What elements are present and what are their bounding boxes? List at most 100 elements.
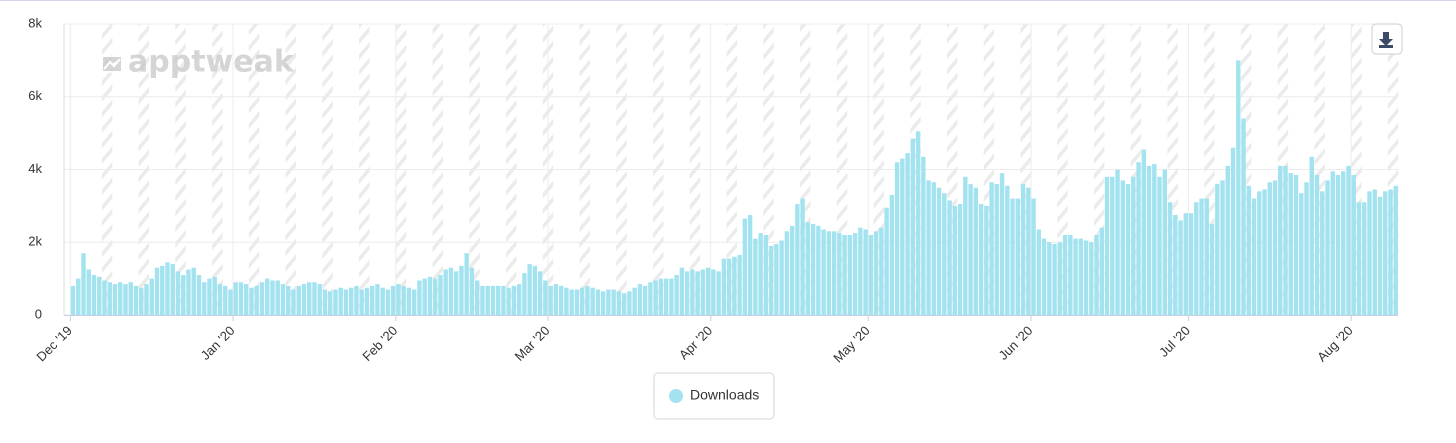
bar [585,285,590,315]
bar [910,138,916,315]
bar [616,291,622,315]
y-tick-label: 4k [28,161,42,176]
bar [202,282,207,315]
bar [1141,149,1147,315]
bar [443,269,448,315]
bar [474,280,480,315]
bar [553,284,559,315]
bar [149,278,154,315]
bar [291,289,296,315]
download-icon[interactable] [1379,32,1393,46]
bar [695,271,700,315]
bar [637,284,643,315]
bar [679,267,685,315]
bar [301,284,307,315]
bar [154,267,160,315]
bar [537,271,543,315]
bar [1083,240,1089,315]
bar [1267,182,1272,315]
bar [837,233,842,315]
legend-label[interactable]: Downloads [690,387,759,403]
bar [1272,180,1278,315]
bar [742,218,748,315]
bar [1241,118,1246,315]
bar [658,278,664,315]
bar [726,258,732,315]
bar [1188,213,1194,315]
bar [506,287,511,315]
bar [1068,234,1073,315]
bar [317,284,322,315]
bar [889,194,895,315]
bar [1314,174,1320,315]
bar [574,289,580,315]
bar [1089,242,1094,315]
bar [76,278,81,315]
bar [532,265,538,315]
bar [894,162,900,315]
bar [1146,165,1152,315]
bar [1257,191,1262,315]
bar [1309,156,1314,315]
bar [369,285,375,315]
bar [348,287,354,315]
bar [1099,227,1105,315]
bar [165,262,170,315]
bar [422,278,427,315]
bar [826,231,832,315]
legend-marker [669,389,683,403]
bar [1005,185,1010,315]
bar [900,158,905,315]
bar [1346,165,1351,315]
bar [144,284,149,315]
bar [333,289,338,315]
bar [606,289,611,315]
bar [107,282,112,315]
x-tick-label: May '20 [830,323,873,366]
bar [705,267,711,315]
bar [1078,238,1084,315]
bar [1393,185,1398,315]
bar [270,280,275,315]
bar [238,282,244,315]
bar [97,276,102,315]
bar [873,231,879,315]
bar [112,284,118,315]
bar [931,182,937,315]
bar [1041,238,1047,315]
bar [196,274,202,315]
bar [1125,184,1131,315]
bar [417,280,422,315]
bar [564,287,569,315]
bar [191,267,196,315]
bar [1199,198,1204,315]
bar [805,222,811,315]
bar [249,287,254,315]
bar [984,205,989,315]
bar [1052,244,1057,315]
bar [926,180,931,315]
watermark-logo [101,55,123,73]
bar [1351,174,1356,315]
download-icon-base[interactable] [1379,45,1393,48]
bar [364,287,370,315]
bar [753,238,758,315]
bar [259,282,265,315]
bar [133,285,139,315]
bar [1110,176,1115,315]
bar [732,256,737,315]
bar [763,234,769,315]
bar [280,284,286,315]
bar [91,274,97,315]
bar [411,289,417,315]
bar [1278,165,1283,315]
bar [1162,169,1167,315]
download-button[interactable] [1371,23,1403,55]
bar [999,173,1005,315]
bar [338,287,343,315]
bar [1220,180,1225,315]
bar [70,285,76,315]
x-tick-label: Jan '20 [198,323,238,363]
